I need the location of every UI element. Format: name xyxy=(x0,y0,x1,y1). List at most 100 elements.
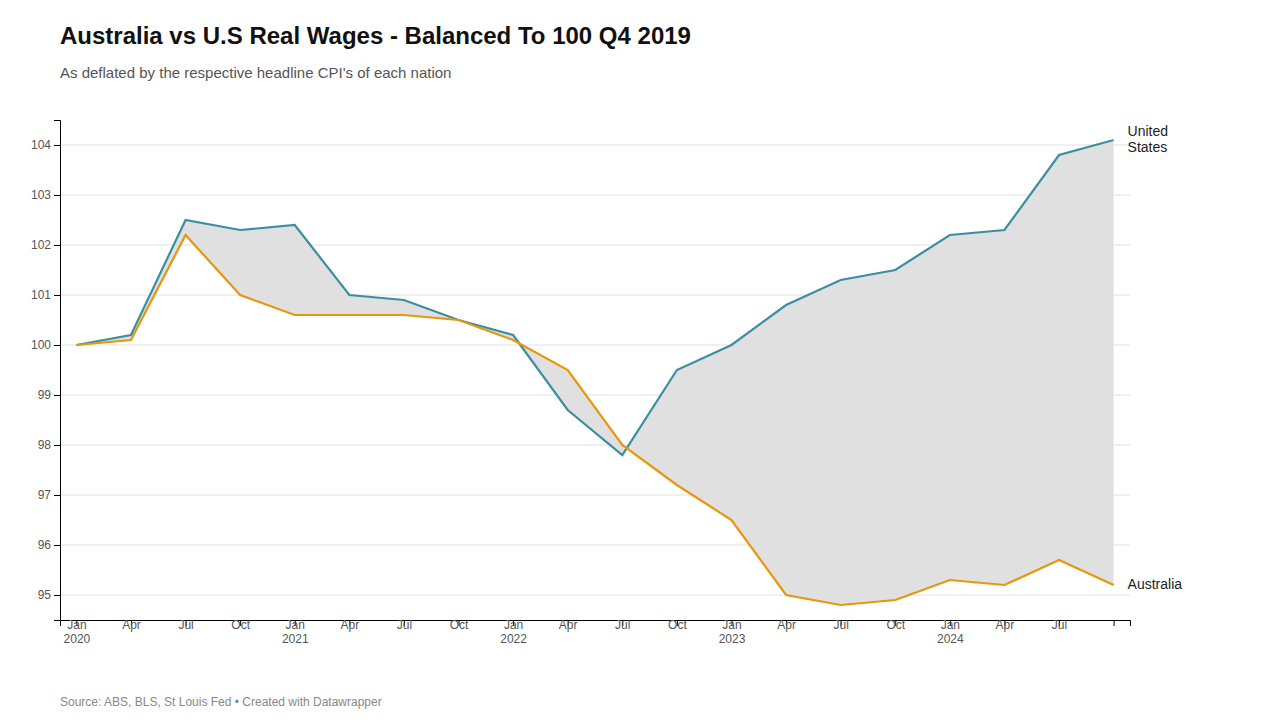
y-tick-mark xyxy=(54,545,60,546)
x-tick: Jan2024 xyxy=(937,618,964,646)
text-line: 2024 xyxy=(937,632,964,646)
text-line: United xyxy=(1128,123,1168,139)
y-tick-label: 96 xyxy=(38,538,52,552)
x-tick: Jan2023 xyxy=(719,618,746,646)
y-tick: 96 xyxy=(38,538,60,552)
chart-container: 9596979899100101102103104Jan2020AprJulOc… xyxy=(0,0,1280,720)
text-line: Apr xyxy=(340,618,359,632)
y-tick-label: 99 xyxy=(38,388,52,402)
x-tick-label: Jan2021 xyxy=(282,618,309,646)
text-line: States xyxy=(1128,139,1168,155)
y-tick-mark xyxy=(54,395,60,396)
x-tick: Jul xyxy=(397,618,412,632)
x-tick-label: Jul xyxy=(615,618,630,632)
y-tick-label: 98 xyxy=(38,438,52,452)
text-line: Australia xyxy=(1128,576,1183,592)
grid-line xyxy=(60,195,1130,196)
text-line: 2022 xyxy=(500,632,527,646)
y-tick: 98 xyxy=(38,438,60,452)
y-tick-mark xyxy=(54,445,60,446)
y-axis-line xyxy=(54,121,61,621)
y-tick-label: 104 xyxy=(31,138,51,152)
x-tick: Apr xyxy=(122,618,141,632)
x-tick: Jul xyxy=(1052,618,1067,632)
x-tick: Oct xyxy=(231,618,250,632)
x-tick: Jan2020 xyxy=(64,618,91,646)
text-line: 2021 xyxy=(282,632,309,646)
text-line: Jul xyxy=(178,618,193,632)
y-tick: 99 xyxy=(38,388,60,402)
text-line: Jul xyxy=(397,618,412,632)
text-line: Jan xyxy=(504,618,523,632)
text-line: Apr xyxy=(122,618,141,632)
y-tick: 104 xyxy=(31,138,60,152)
x-tick-label: Apr xyxy=(122,618,141,632)
x-tick-mark xyxy=(1114,620,1115,626)
text-line: Jul xyxy=(1052,618,1067,632)
title: Australia vs U.S Real Wages - Balanced T… xyxy=(60,22,691,49)
x-tick-label: Apr xyxy=(559,618,578,632)
plot-area: 9596979899100101102103104Jan2020AprJulOc… xyxy=(31,121,1182,646)
y-tick-label: 102 xyxy=(31,238,51,252)
y-tick-mark xyxy=(54,345,60,346)
end-labels: UnitedStates Australia xyxy=(1128,123,1183,592)
text-line: Jan xyxy=(722,618,741,632)
y-tick-mark xyxy=(54,495,60,496)
grid-line xyxy=(60,145,1130,146)
x-tick-label: Oct xyxy=(231,618,250,632)
x-tick-label: Jan2023 xyxy=(719,618,746,646)
x-tick: Jan2022 xyxy=(500,618,527,646)
x-tick: Apr xyxy=(996,618,1015,632)
y-axis: 9596979899100101102103104 xyxy=(31,121,61,621)
y-tick-label: 95 xyxy=(38,588,52,602)
x-tick-label: Oct xyxy=(886,618,905,632)
x-tick-label: Jul xyxy=(397,618,412,632)
series-label: UnitedStates xyxy=(1128,123,1168,155)
text-line: Jul xyxy=(833,618,848,632)
x-tick: Apr xyxy=(340,618,359,632)
x-tick: Oct xyxy=(450,618,469,632)
x-axis-line xyxy=(61,621,1131,627)
text-line: Jan xyxy=(286,618,305,632)
y-tick: 95 xyxy=(38,588,60,602)
x-tick: Jan2021 xyxy=(282,618,309,646)
y-tick-mark xyxy=(54,245,60,246)
x-tick-label: Oct xyxy=(668,618,687,632)
marks xyxy=(76,140,1113,605)
text-line: Oct xyxy=(231,618,250,632)
x-tick-label: Jul xyxy=(1052,618,1067,632)
x-tick: Oct xyxy=(668,618,687,632)
x-tick-label: Jul xyxy=(178,618,193,632)
x-tick-label: Apr xyxy=(777,618,796,632)
text-line: 2023 xyxy=(719,632,746,646)
text-line: 2020 xyxy=(64,632,91,646)
x-tick: Jul xyxy=(178,618,193,632)
y-tick-mark xyxy=(54,195,60,196)
x-tick: Apr xyxy=(559,618,578,632)
text-line: Jan xyxy=(67,618,86,632)
x-axis: Jan2020AprJulOctJan2021AprJulOctJan2022A… xyxy=(61,618,1131,646)
series-label: Australia xyxy=(1128,576,1183,592)
y-tick: 97 xyxy=(38,488,60,502)
y-tick-label: 101 xyxy=(31,288,51,302)
x-tick-label: Oct xyxy=(450,618,469,632)
x-tick-label: Jan2022 xyxy=(500,618,527,646)
chart-svg: 9596979899100101102103104Jan2020AprJulOc… xyxy=(0,0,1280,720)
x-tick: Jul xyxy=(833,618,848,632)
fill-between xyxy=(76,140,1113,605)
y-tick-label: 97 xyxy=(38,488,52,502)
y-tick: 100 xyxy=(31,338,60,352)
text-line: Oct xyxy=(450,618,469,632)
text-line: Jul xyxy=(615,618,630,632)
x-tick-label: Jan2020 xyxy=(64,618,91,646)
text-line: Apr xyxy=(777,618,796,632)
x-tick: Apr xyxy=(777,618,796,632)
x-tick: Jul xyxy=(615,618,630,632)
text-line: Oct xyxy=(668,618,687,632)
y-tick-mark xyxy=(54,145,60,146)
series-line xyxy=(76,235,1113,605)
x-tick: Oct xyxy=(886,618,905,632)
y-tick-mark xyxy=(54,295,60,296)
y-tick-mark xyxy=(54,595,60,596)
text-line: Jan xyxy=(941,618,960,632)
